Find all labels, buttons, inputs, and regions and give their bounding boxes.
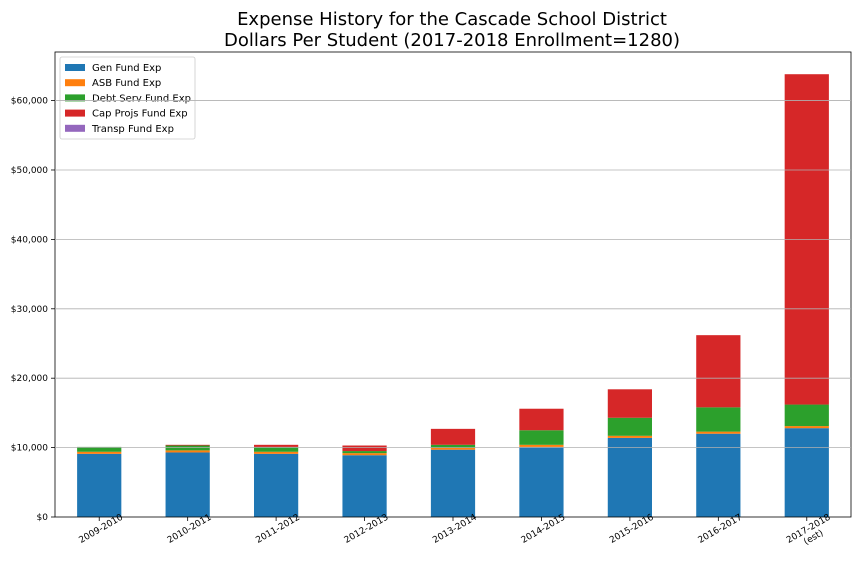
x-tick-label-line: 2013-2014 xyxy=(431,513,479,546)
bar-segment-1-4 xyxy=(342,455,387,517)
legend-swatch-2 xyxy=(65,79,85,87)
bar-segment-2-5 xyxy=(430,447,476,450)
bar-segment-2-2 xyxy=(165,450,210,453)
bar-segment-4-6 xyxy=(519,408,564,431)
x-tick-label-line: 2009-2010 xyxy=(77,513,125,546)
y-tick-label-5: $50,000 xyxy=(11,166,48,176)
bar-segment-1-7 xyxy=(607,437,652,517)
bar-segment-4-4 xyxy=(342,445,387,452)
x-tick-label-5: 2013-2014 xyxy=(431,513,479,546)
y-tick-label-3: $30,000 xyxy=(11,305,48,315)
x-tick-label-line: 2010-2011 xyxy=(166,513,213,546)
grid-lines xyxy=(55,100,851,448)
bar-segment-3-7 xyxy=(607,417,652,436)
bar-segment-3-3 xyxy=(254,446,299,452)
legend-box xyxy=(59,56,196,140)
x-tick-label-2: 2010-2011 xyxy=(166,513,213,546)
legend-swatch-4 xyxy=(65,109,85,117)
bar-segment-4-5 xyxy=(430,428,476,445)
y-tick-label-4: $40,000 xyxy=(11,235,48,245)
y-tick-label-6: $60,000 xyxy=(11,97,48,107)
legend: Gen Fund Exp ASB Fund Exp Debt Serv Fund E… xyxy=(59,56,196,140)
bar-segment-2-4 xyxy=(342,453,387,456)
x-tick-label-line: 2016-2017 xyxy=(697,513,744,546)
x-tick-label-3: 2011-2012 xyxy=(254,513,301,546)
bar-segment-2-9 xyxy=(784,426,829,429)
legend-label-3: Debt Serv Fund Exp xyxy=(92,93,191,104)
bar-segment-1-8 xyxy=(696,433,741,517)
x-tick-label-line: 2011-2012 xyxy=(254,513,301,546)
x-tick-label-line: 2015-2016 xyxy=(608,513,656,546)
bar-segment-4-7 xyxy=(607,389,652,418)
legend-swatch-3 xyxy=(65,94,85,102)
y-tick-label-1: $10,000 xyxy=(11,444,48,454)
legend-label-5: Transp Fund Exp xyxy=(91,124,174,135)
bar-segment-3-1 xyxy=(77,446,122,452)
bar-segment-3-5 xyxy=(430,444,476,448)
bar-segment-2-3 xyxy=(254,451,299,454)
x-tick-label-1: 2009-2010 xyxy=(77,513,125,546)
bar-segment-2-6 xyxy=(519,444,564,447)
legend-label-4: Cap Projs Fund Exp xyxy=(92,109,188,120)
bar-segment-2-7 xyxy=(607,435,652,438)
bar-segment-3-4 xyxy=(342,451,387,454)
bar-segment-1-6 xyxy=(519,446,564,517)
x-tick-label-6: 2014-2015 xyxy=(520,513,567,546)
bar-segment-4-3 xyxy=(254,444,299,447)
bar-segment-4-2 xyxy=(165,444,210,446)
legend-swatch-1 xyxy=(65,64,85,71)
bar-segment-3-8 xyxy=(696,407,741,432)
bar-segment-1-3 xyxy=(254,453,299,517)
x-tick-label-line: 2014-2015 xyxy=(520,513,567,546)
x-tick-label-9: 2017-2018(est) xyxy=(785,513,833,548)
bar-segment-1-5 xyxy=(430,449,476,517)
bar-segment-3-6 xyxy=(519,430,564,445)
legend-swatch-5 xyxy=(65,124,85,132)
bar-segment-1-1 xyxy=(77,453,122,517)
bar-segment-3-9 xyxy=(784,404,829,427)
legend-label-2: ASB Fund Exp xyxy=(92,78,161,89)
bar-segment-2-8 xyxy=(696,431,741,434)
x-tick-label-7: 2015-2016 xyxy=(608,513,656,546)
legend-label-1: Gen Fund Exp xyxy=(92,63,161,74)
x-tick-label-8: 2016-2017 xyxy=(697,513,744,546)
y-tick-label-0: $0 xyxy=(37,513,49,523)
bars xyxy=(77,74,829,517)
x-tick-label-line: 2012-2013 xyxy=(343,513,390,546)
bar-segment-4-8 xyxy=(696,335,741,408)
y-tick-label-2: $20,000 xyxy=(11,374,48,384)
bar-segment-2-1 xyxy=(77,451,122,454)
x-tick-label-4: 2012-2013 xyxy=(343,513,390,546)
bar-segment-1-2 xyxy=(165,452,210,517)
chart-title: Expense History for the Cascade School D… xyxy=(237,9,667,30)
chart-subtitle: Dollars Per Student (2017-2018 Enrollmen… xyxy=(224,30,680,51)
bar-segment-1-9 xyxy=(784,428,829,517)
